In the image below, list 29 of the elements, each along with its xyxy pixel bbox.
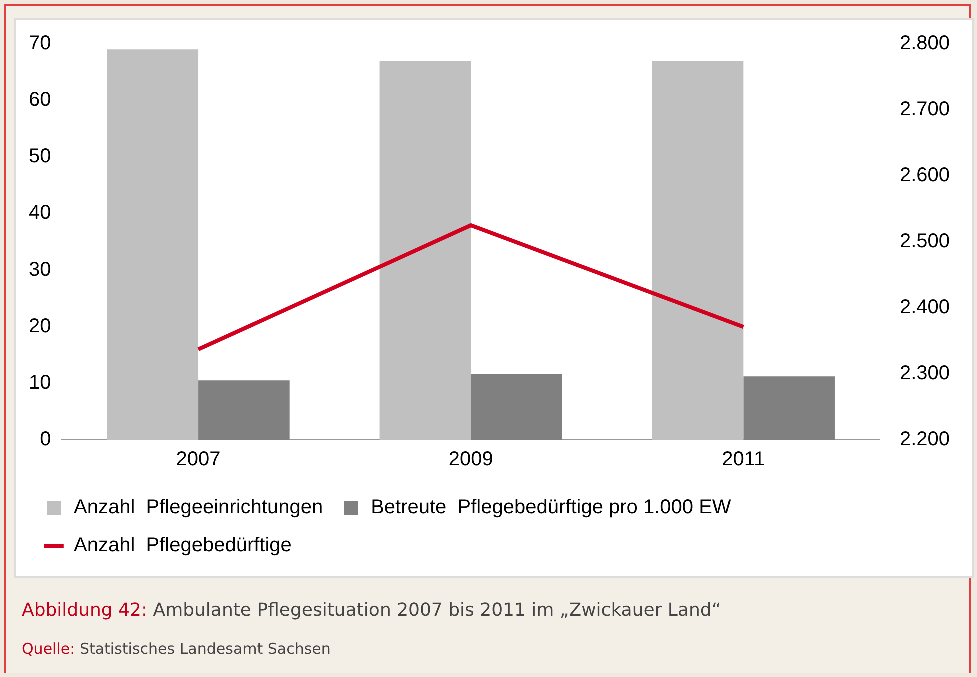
y-tick-label: 0 — [40, 428, 52, 451]
y2-tick-label: 2.800 — [900, 32, 950, 55]
bar — [652, 60, 744, 440]
source-note: Quelle: Statistisches Landesamt Sachsen — [22, 640, 331, 658]
y2-tick-label: 2.400 — [900, 296, 950, 319]
legend-label: Betreute Pflegebedürftige pro 1.000 EW — [371, 496, 732, 519]
y-tick-label: 60 — [28, 89, 52, 112]
y2-tick-label: 2.300 — [900, 362, 950, 385]
y-tick-label: 40 — [28, 202, 52, 224]
y-tick-label: 70 — [28, 32, 52, 55]
x-tick-label: 2011 — [722, 448, 766, 471]
y2-tick-label: 2.600 — [900, 164, 950, 187]
bar — [744, 376, 835, 440]
y-tick-label: 20 — [28, 315, 52, 338]
legend-label: Anzahl Pflegebedürftige — [74, 534, 292, 557]
y2-tick-label: 2.700 — [900, 98, 950, 121]
y-tick-label: 30 — [28, 258, 52, 281]
bar — [198, 380, 290, 440]
y2-tick-label: 2.200 — [900, 428, 950, 451]
y2-tick-label: 2.500 — [900, 230, 950, 253]
text: Abbildung 42: Ambulante Pflegesituation 2007 bis 2011 im „Zwickauer Land“ — [22, 600, 722, 621]
bar — [471, 374, 562, 440]
legend-label: Anzahl Pflegeeinrichtungen — [74, 496, 324, 519]
x-tick-label: 2009 — [448, 448, 494, 471]
x-tick-label: 2007 — [176, 448, 221, 471]
y-tick-label: 10 — [28, 372, 52, 394]
bar — [107, 50, 199, 440]
y-tick-label: 50 — [28, 146, 52, 168]
bar — [380, 60, 472, 440]
